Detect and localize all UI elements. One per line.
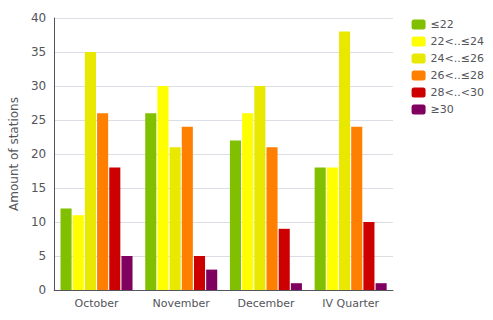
svg-text:30: 30: [31, 79, 46, 93]
svg-text:October: October: [75, 297, 119, 310]
svg-text:22<..≤24: 22<..≤24: [431, 35, 484, 48]
svg-text:0: 0: [39, 283, 47, 297]
svg-text:5: 5: [39, 249, 47, 263]
svg-text:35: 35: [31, 45, 46, 59]
svg-text:24<..≤26: 24<..≤26: [431, 52, 484, 65]
svg-text:Amount of stations: Amount of stations: [7, 97, 21, 211]
svg-text:40: 40: [31, 11, 46, 25]
svg-text:26<..≤28: 26<..≤28: [431, 69, 484, 82]
svg-text:10: 10: [31, 215, 46, 229]
svg-text:≤22: ≤22: [431, 18, 454, 31]
svg-text:20: 20: [31, 147, 46, 161]
svg-text:28<..<30: 28<..<30: [431, 86, 484, 99]
svg-text:≥30: ≥30: [431, 103, 454, 116]
svg-text:IV Quarter: IV Quarter: [322, 297, 379, 310]
svg-text:15: 15: [31, 181, 46, 195]
svg-text:November: November: [153, 297, 211, 310]
svg-text:December: December: [237, 297, 295, 310]
svg-text:25: 25: [31, 113, 46, 127]
